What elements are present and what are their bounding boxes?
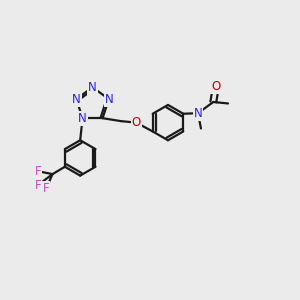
Text: O: O [132, 116, 141, 129]
Text: N: N [104, 93, 113, 106]
Text: N: N [194, 107, 202, 120]
Text: F: F [43, 182, 50, 195]
Text: N: N [72, 93, 81, 106]
Text: F: F [34, 179, 41, 192]
Text: O: O [211, 80, 220, 93]
Text: N: N [78, 112, 87, 125]
Text: F: F [34, 165, 41, 178]
Text: N: N [88, 81, 97, 94]
